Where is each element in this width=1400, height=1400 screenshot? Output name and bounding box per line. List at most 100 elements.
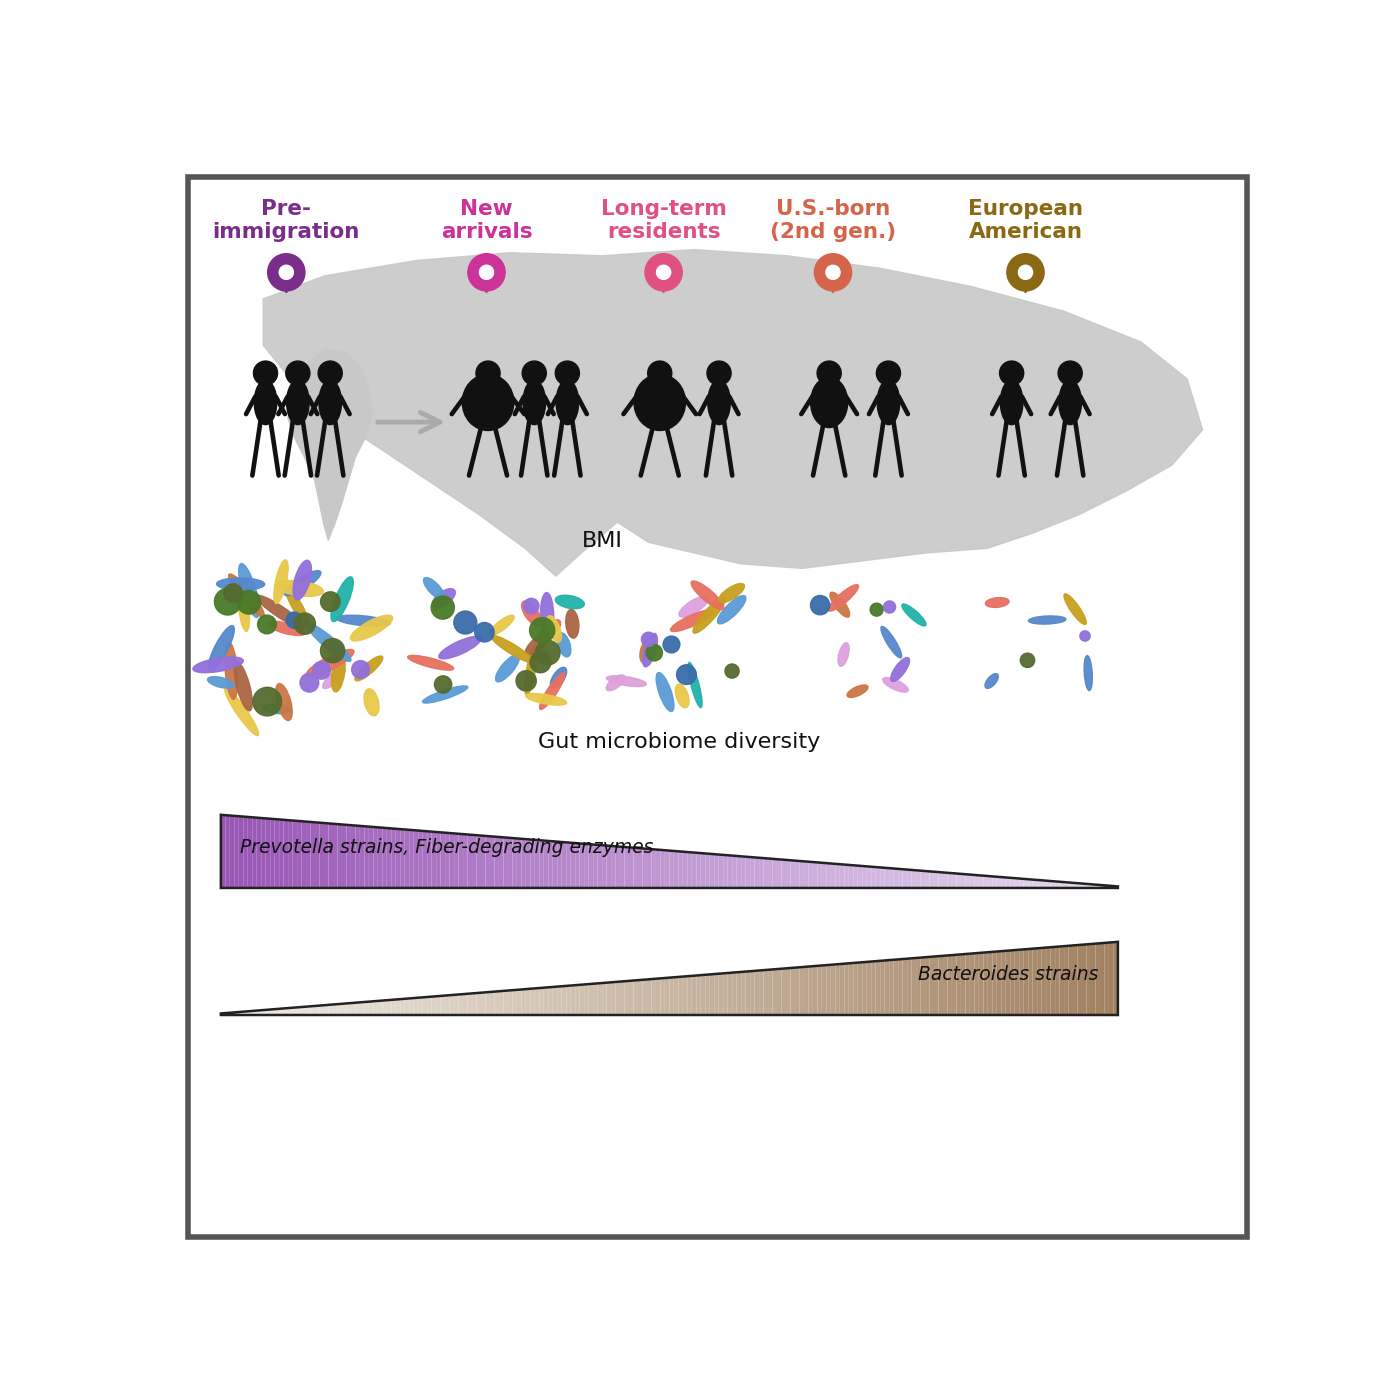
Polygon shape xyxy=(938,872,944,888)
Polygon shape xyxy=(437,832,441,888)
Polygon shape xyxy=(311,822,315,888)
Ellipse shape xyxy=(657,672,673,711)
Polygon shape xyxy=(602,846,606,888)
Polygon shape xyxy=(620,847,624,888)
Polygon shape xyxy=(970,875,974,888)
Ellipse shape xyxy=(883,678,909,692)
Circle shape xyxy=(258,615,276,634)
Polygon shape xyxy=(624,981,629,1015)
Polygon shape xyxy=(871,867,875,888)
Polygon shape xyxy=(553,987,557,1015)
Polygon shape xyxy=(273,267,300,293)
Circle shape xyxy=(431,596,455,619)
Polygon shape xyxy=(970,953,974,1015)
Polygon shape xyxy=(777,969,781,1015)
Ellipse shape xyxy=(490,615,514,636)
Ellipse shape xyxy=(424,578,445,599)
Polygon shape xyxy=(610,981,616,1015)
Ellipse shape xyxy=(326,381,335,391)
Polygon shape xyxy=(687,853,692,888)
Polygon shape xyxy=(826,864,830,888)
Polygon shape xyxy=(445,995,449,1015)
Polygon shape xyxy=(840,963,844,1015)
Polygon shape xyxy=(588,984,594,1015)
Circle shape xyxy=(871,603,883,616)
Polygon shape xyxy=(266,1009,270,1015)
Circle shape xyxy=(286,612,302,629)
Polygon shape xyxy=(1068,945,1072,1015)
Polygon shape xyxy=(1033,948,1037,1015)
Polygon shape xyxy=(427,997,431,1015)
Polygon shape xyxy=(647,848,651,888)
Polygon shape xyxy=(584,984,588,1015)
Polygon shape xyxy=(333,823,337,888)
Polygon shape xyxy=(732,972,736,1015)
Ellipse shape xyxy=(1007,381,1016,391)
Polygon shape xyxy=(1011,878,1015,888)
Polygon shape xyxy=(669,977,673,1015)
Polygon shape xyxy=(657,979,661,1015)
Polygon shape xyxy=(606,983,610,1015)
Polygon shape xyxy=(610,846,616,888)
Polygon shape xyxy=(423,832,427,888)
Polygon shape xyxy=(1005,878,1011,888)
Polygon shape xyxy=(881,868,885,888)
Polygon shape xyxy=(769,858,773,888)
Circle shape xyxy=(479,265,494,280)
Polygon shape xyxy=(270,1009,274,1015)
Ellipse shape xyxy=(1065,381,1075,391)
Polygon shape xyxy=(1078,883,1082,888)
Ellipse shape xyxy=(640,638,652,662)
Circle shape xyxy=(475,623,494,643)
Polygon shape xyxy=(543,987,549,1015)
Polygon shape xyxy=(1011,951,1015,1015)
Polygon shape xyxy=(746,857,750,888)
Polygon shape xyxy=(284,1008,288,1015)
Ellipse shape xyxy=(606,676,647,686)
Polygon shape xyxy=(673,851,679,888)
Circle shape xyxy=(815,253,851,291)
Polygon shape xyxy=(993,952,997,1015)
Ellipse shape xyxy=(538,620,560,641)
Polygon shape xyxy=(594,983,598,1015)
Polygon shape xyxy=(983,875,988,888)
Polygon shape xyxy=(840,864,844,888)
Polygon shape xyxy=(903,869,907,888)
Polygon shape xyxy=(844,963,848,1015)
Ellipse shape xyxy=(714,381,724,391)
Polygon shape xyxy=(893,959,899,1015)
Polygon shape xyxy=(997,876,1001,888)
Polygon shape xyxy=(311,1007,315,1015)
Polygon shape xyxy=(1060,882,1064,888)
Polygon shape xyxy=(449,995,454,1015)
Polygon shape xyxy=(673,977,679,1015)
Ellipse shape xyxy=(307,650,354,676)
Circle shape xyxy=(529,617,554,643)
Text: Bacteroides strains: Bacteroides strains xyxy=(918,965,1099,984)
Polygon shape xyxy=(553,841,557,888)
Polygon shape xyxy=(966,874,970,888)
Polygon shape xyxy=(899,869,903,888)
Polygon shape xyxy=(916,958,921,1015)
Polygon shape xyxy=(588,844,594,888)
Polygon shape xyxy=(472,834,476,888)
Ellipse shape xyxy=(526,693,567,706)
Ellipse shape xyxy=(307,623,351,661)
Polygon shape xyxy=(629,847,633,888)
Polygon shape xyxy=(710,974,714,1015)
Circle shape xyxy=(664,636,680,652)
Polygon shape xyxy=(1012,267,1039,293)
Polygon shape xyxy=(633,848,638,888)
Polygon shape xyxy=(323,1005,329,1015)
Polygon shape xyxy=(773,969,777,1015)
Polygon shape xyxy=(414,830,419,888)
Polygon shape xyxy=(1015,878,1019,888)
Polygon shape xyxy=(701,853,706,888)
Polygon shape xyxy=(239,816,244,888)
Polygon shape xyxy=(1056,882,1060,888)
Polygon shape xyxy=(718,973,724,1015)
Polygon shape xyxy=(263,249,1203,577)
Polygon shape xyxy=(862,962,867,1015)
Polygon shape xyxy=(867,867,871,888)
Ellipse shape xyxy=(234,662,252,711)
